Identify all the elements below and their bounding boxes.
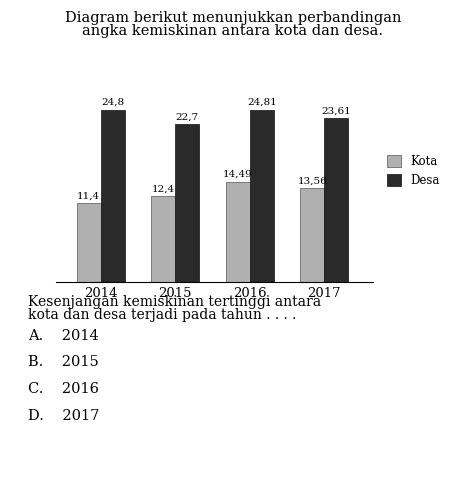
Bar bbox=[250, 110, 274, 282]
Bar bbox=[175, 124, 199, 282]
Text: 12,4: 12,4 bbox=[152, 184, 175, 193]
Text: 13,56: 13,56 bbox=[297, 176, 327, 185]
Text: B.    2015: B. 2015 bbox=[28, 355, 99, 369]
Text: Diagram berikut menunjukkan perbandingan: Diagram berikut menunjukkan perbandingan bbox=[65, 11, 401, 25]
Text: angka kemiskinan antara kota dan desa.: angka kemiskinan antara kota dan desa. bbox=[82, 24, 384, 38]
Text: 11,4: 11,4 bbox=[77, 191, 100, 200]
Bar bbox=[324, 118, 348, 282]
Text: Kesenjangan kemiskinan tertinggi antara: Kesenjangan kemiskinan tertinggi antara bbox=[28, 295, 321, 309]
Text: 14,49: 14,49 bbox=[223, 170, 253, 179]
Text: D.    2017: D. 2017 bbox=[28, 409, 99, 423]
Bar bbox=[226, 181, 250, 282]
Text: 24,81: 24,81 bbox=[247, 98, 277, 107]
Bar bbox=[151, 196, 175, 282]
Bar bbox=[77, 203, 101, 282]
Text: 23,61: 23,61 bbox=[322, 106, 351, 115]
Text: A.    2014: A. 2014 bbox=[28, 329, 99, 343]
Text: kota dan desa terjadi pada tahun . . . .: kota dan desa terjadi pada tahun . . . . bbox=[28, 308, 296, 323]
Legend: Kota, Desa: Kota, Desa bbox=[382, 151, 444, 192]
Bar bbox=[301, 188, 324, 282]
Text: 22,7: 22,7 bbox=[176, 113, 199, 121]
Text: 24,8: 24,8 bbox=[101, 98, 124, 107]
Text: C.    2016: C. 2016 bbox=[28, 382, 99, 396]
Bar bbox=[101, 110, 124, 282]
